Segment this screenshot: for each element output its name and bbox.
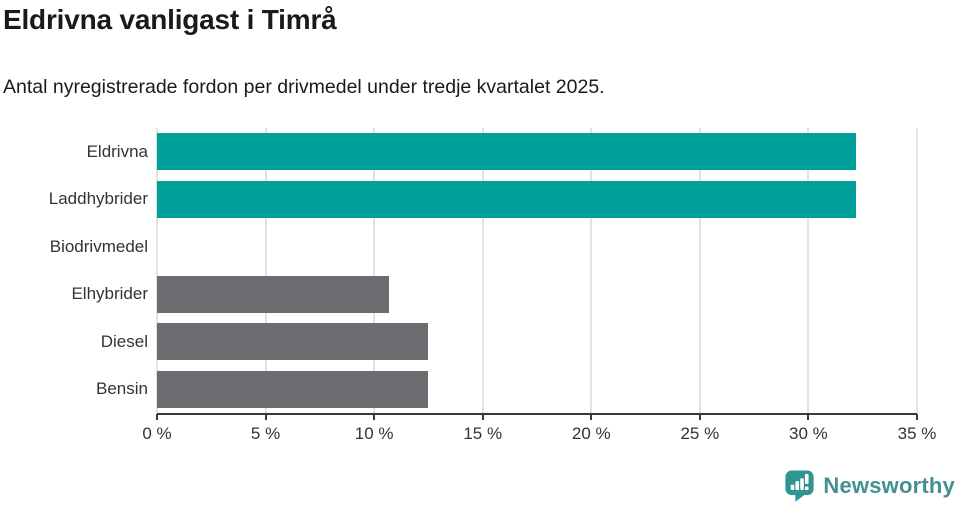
bar-row-eldrivna bbox=[157, 128, 917, 176]
x-tick-20 bbox=[590, 414, 593, 420]
x-tick-30 bbox=[807, 414, 810, 420]
category-axis: Eldrivna Laddhybrider Biodrivmedel Elhybrid… bbox=[0, 128, 148, 413]
x-tick-label-10: 10 % bbox=[354, 424, 394, 443]
bar-row-laddhybrider bbox=[157, 176, 917, 224]
bar-eldrivna bbox=[157, 133, 857, 171]
gridline-5 bbox=[264, 128, 267, 413]
gridline-10 bbox=[373, 128, 376, 413]
bar-row-elhybrider bbox=[157, 271, 917, 319]
chart-title: Eldrivna vanligast i Timrå bbox=[3, 4, 337, 35]
gridline-15 bbox=[481, 128, 484, 413]
newsworthy-logo-link[interactable]: Newsworthy bbox=[784, 469, 955, 502]
bar-diesel bbox=[157, 323, 429, 361]
x-tick-label-0: 0 % bbox=[142, 424, 172, 443]
category-label-eldrivna: Eldrivna bbox=[86, 141, 148, 161]
gridline-0 bbox=[156, 128, 158, 413]
category-label-diesel: Diesel bbox=[100, 331, 148, 351]
category-label-elhybrider: Elhybrider bbox=[71, 284, 148, 304]
x-axis-line bbox=[157, 413, 917, 415]
chart-subtitle: Antal nyregistrerade fordon per drivmede… bbox=[3, 76, 605, 98]
gridline-30 bbox=[807, 128, 810, 413]
x-tick-35 bbox=[916, 414, 918, 420]
x-tick-label-25: 25 % bbox=[680, 424, 720, 443]
gridline-35 bbox=[916, 128, 918, 413]
x-tick-10 bbox=[373, 414, 376, 420]
gridlines bbox=[156, 128, 918, 413]
x-tick-label-15: 15 % bbox=[463, 424, 503, 443]
x-tick-15 bbox=[481, 414, 484, 420]
category-label-bensin: Bensin bbox=[96, 379, 148, 399]
newsworthy-bar-chart-bubble-icon bbox=[785, 470, 815, 502]
x-tick-5 bbox=[264, 414, 267, 420]
bar-laddhybrider bbox=[157, 180, 857, 218]
x-tick-label-5: 5 % bbox=[250, 424, 281, 443]
x-tick-label-30: 30 % bbox=[789, 424, 828, 443]
x-axis: 0 % 5 % 10 % 15 % 20 % 25 % 30 % 35 % bbox=[142, 413, 936, 453]
bar-bensin bbox=[157, 370, 429, 408]
x-tick-label-35: 35 % bbox=[897, 424, 937, 443]
bar-row-biodrivmedel bbox=[157, 223, 917, 271]
category-label-biodrivmedel: Biodrivmedel bbox=[49, 236, 148, 256]
bar-elhybrider bbox=[157, 275, 390, 313]
gridline-20 bbox=[590, 128, 593, 413]
x-tick-label-20: 20 % bbox=[571, 424, 611, 443]
category-label-laddhybrider: Laddhybrider bbox=[48, 189, 148, 209]
bar-row-bensin bbox=[157, 366, 917, 414]
newsworthy-wordmark: Newsworthy bbox=[823, 472, 955, 498]
x-tick-25 bbox=[698, 414, 701, 420]
bar-chart-plot-area bbox=[156, 128, 918, 415]
gridline-25 bbox=[698, 128, 701, 413]
x-tick-0 bbox=[156, 414, 158, 420]
bar-row-diesel bbox=[157, 318, 917, 366]
bar-rows bbox=[157, 128, 917, 413]
